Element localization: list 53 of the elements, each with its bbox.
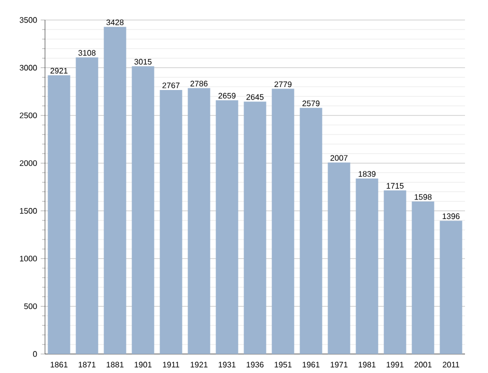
y-tick-label: 500 [24,303,37,310]
x-tick-label: 1951 [274,362,292,368]
y-tick-label: 0 [33,351,37,357]
x-tick-label: 1871 [78,362,96,368]
data-label: 3428 [106,20,124,26]
data-label: 1396 [442,213,460,220]
bar [76,57,98,354]
data-label: 3015 [134,58,152,65]
data-label: 2779 [274,81,292,88]
bar [160,90,182,354]
x-tick-label: 1991 [386,362,404,368]
bar [300,108,322,354]
x-tick-label: 1911 [163,362,180,368]
x-tick-label: 1861 [50,362,68,368]
data-label: 1598 [414,194,432,200]
bar [440,220,462,354]
bar [132,66,154,354]
data-label: 2007 [330,155,348,161]
x-tick-label: 1881 [106,362,124,368]
x-tick-label: 2001 [414,362,432,368]
data-label: 2659 [218,92,236,99]
x-tick-label: 2011 [442,362,460,368]
bar [356,178,378,354]
data-label: 3108 [78,50,96,56]
x-tick-label: 1971 [330,362,348,368]
y-tick-label: 3500 [20,17,37,23]
y-tick-label: 1000 [20,256,37,262]
x-tick-label: 1961 [302,362,320,368]
bar [104,26,126,354]
data-label: 2786 [190,80,208,86]
bar [412,202,434,354]
x-tick-label: 1931 [218,362,236,368]
data-label: 2921 [50,68,68,74]
data-label: 2579 [302,100,320,106]
data-label: 1715 [386,183,404,189]
x-tick-label: 1981 [358,362,376,368]
x-tick-label: 1936 [246,362,264,368]
x-tick-label: 1901 [134,362,152,368]
y-tick-label: 3000 [20,64,37,71]
data-label: 1839 [358,171,376,177]
bar [384,190,406,354]
bar [48,75,70,354]
data-label: 2767 [162,82,180,88]
y-tick-label: 2500 [20,112,37,118]
bar [272,88,294,354]
x-tick-label: 1921 [190,362,208,368]
data-label: 2645 [246,94,264,100]
y-tick-label: 2000 [20,160,37,166]
bar [328,162,350,354]
y-tick-label: 1500 [20,208,37,214]
bar [188,88,210,354]
bar [216,100,238,354]
bar [244,102,266,354]
